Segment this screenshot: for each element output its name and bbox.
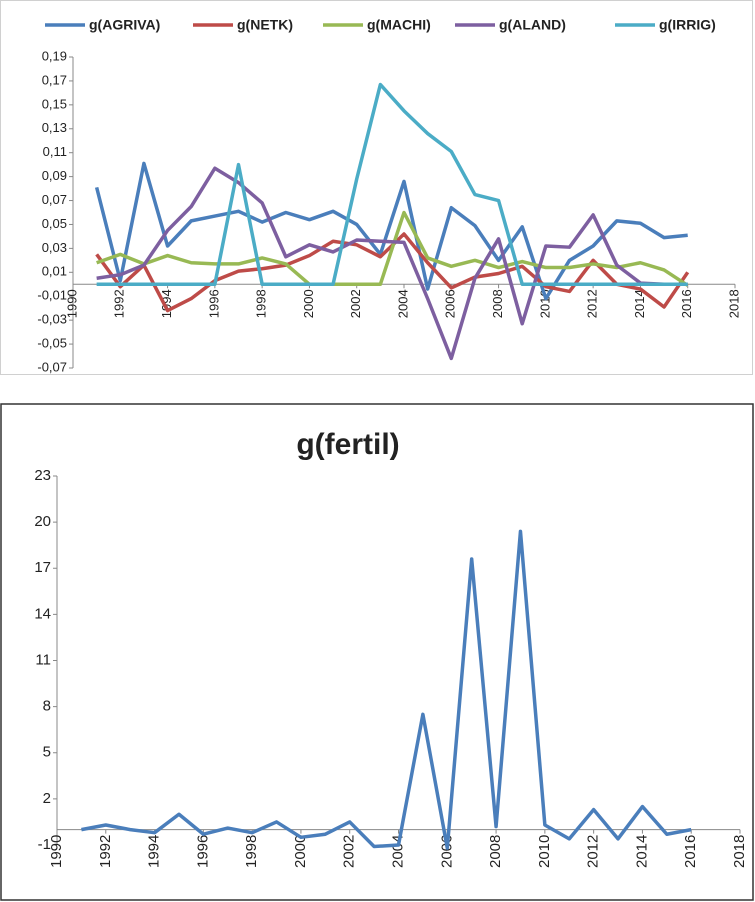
- x-tick-label: 2006: [438, 835, 455, 868]
- series-line: [96, 210, 689, 287]
- series-line: [96, 166, 688, 361]
- y-tick-label: 11: [35, 651, 51, 668]
- y-tick-label: 0,03: [42, 240, 67, 255]
- y-tick-label: 0,11: [43, 144, 67, 159]
- y-tick-label: 5: [43, 744, 51, 761]
- x-tick-label: 1992: [112, 289, 127, 318]
- x-tick-label: 1992: [97, 835, 114, 868]
- y-tick-label: 0,13: [42, 120, 67, 135]
- series-line: [94, 161, 688, 301]
- chart-frame: [0, 0, 753, 375]
- x-tick-label: 1998: [254, 289, 269, 318]
- series-line: [96, 82, 688, 287]
- x-tick-label: 1996: [194, 835, 211, 868]
- x-tick-label: 2014: [632, 289, 647, 318]
- x-tick-label: 2006: [443, 289, 458, 318]
- y-tick-label: 0,17: [42, 72, 67, 87]
- y-tick-label: 23: [34, 467, 51, 484]
- legend-label: g(NETK): [237, 17, 293, 33]
- x-tick-label: 1990: [48, 835, 65, 868]
- series-line: [81, 529, 692, 850]
- x-tick-label: 2014: [633, 835, 650, 868]
- y-tick-label: 0,07: [42, 192, 67, 207]
- x-tick-label: 2004: [395, 289, 410, 318]
- x-tick-label: 2000: [292, 835, 309, 868]
- y-tick-label: -1: [38, 836, 51, 853]
- x-tick-label: 2012: [585, 289, 600, 318]
- x-tick-label: 2016: [679, 289, 694, 318]
- y-tick-label: 14: [34, 605, 51, 622]
- x-tick-label: 2018: [731, 835, 748, 868]
- x-tick-label: 1994: [146, 835, 163, 868]
- chart-title: g(fertil): [296, 428, 399, 461]
- x-tick-label: 2008: [490, 289, 505, 318]
- x-tick-label: 1998: [243, 835, 260, 868]
- x-tick-label: 2002: [348, 289, 363, 318]
- x-tick-label: 2010: [536, 835, 553, 868]
- x-tick-label: 2016: [682, 835, 699, 868]
- y-tick-label: 0,09: [42, 168, 67, 183]
- y-tick-label: -0,01: [37, 288, 67, 303]
- x-tick-label: 1996: [206, 289, 221, 318]
- x-tick-label: 1994: [159, 289, 174, 318]
- y-tick-label: -0,07: [37, 359, 67, 374]
- y-tick-label: -0,05: [37, 336, 67, 351]
- y-tick-label: 8: [43, 698, 51, 715]
- x-tick-label: 2004: [389, 835, 406, 868]
- y-tick-label: 2: [43, 790, 51, 807]
- legend-label: g(IRRIG): [659, 17, 716, 33]
- x-tick-label: 2000: [301, 289, 316, 318]
- y-tick-label: -0,03: [37, 312, 67, 327]
- y-tick-label: 0,01: [42, 264, 67, 279]
- legend-label: g(ALAND): [499, 17, 566, 33]
- y-tick-label: 0,05: [42, 216, 67, 231]
- x-tick-label: 2018: [726, 289, 741, 318]
- chart-frame: [0, 403, 754, 901]
- x-tick-label: 2002: [341, 835, 358, 868]
- legend-label: g(MACHI): [367, 17, 431, 33]
- y-tick-label: 20: [34, 513, 51, 530]
- x-tick-label: 2012: [585, 835, 602, 868]
- y-tick-label: 0,15: [42, 96, 67, 111]
- legend-label: g(AGRIVA): [89, 17, 160, 33]
- x-tick-label: 1990: [64, 289, 79, 318]
- y-tick-label: 17: [34, 559, 51, 576]
- y-tick-label: 0,19: [42, 48, 67, 63]
- x-tick-label: 2008: [487, 835, 504, 868]
